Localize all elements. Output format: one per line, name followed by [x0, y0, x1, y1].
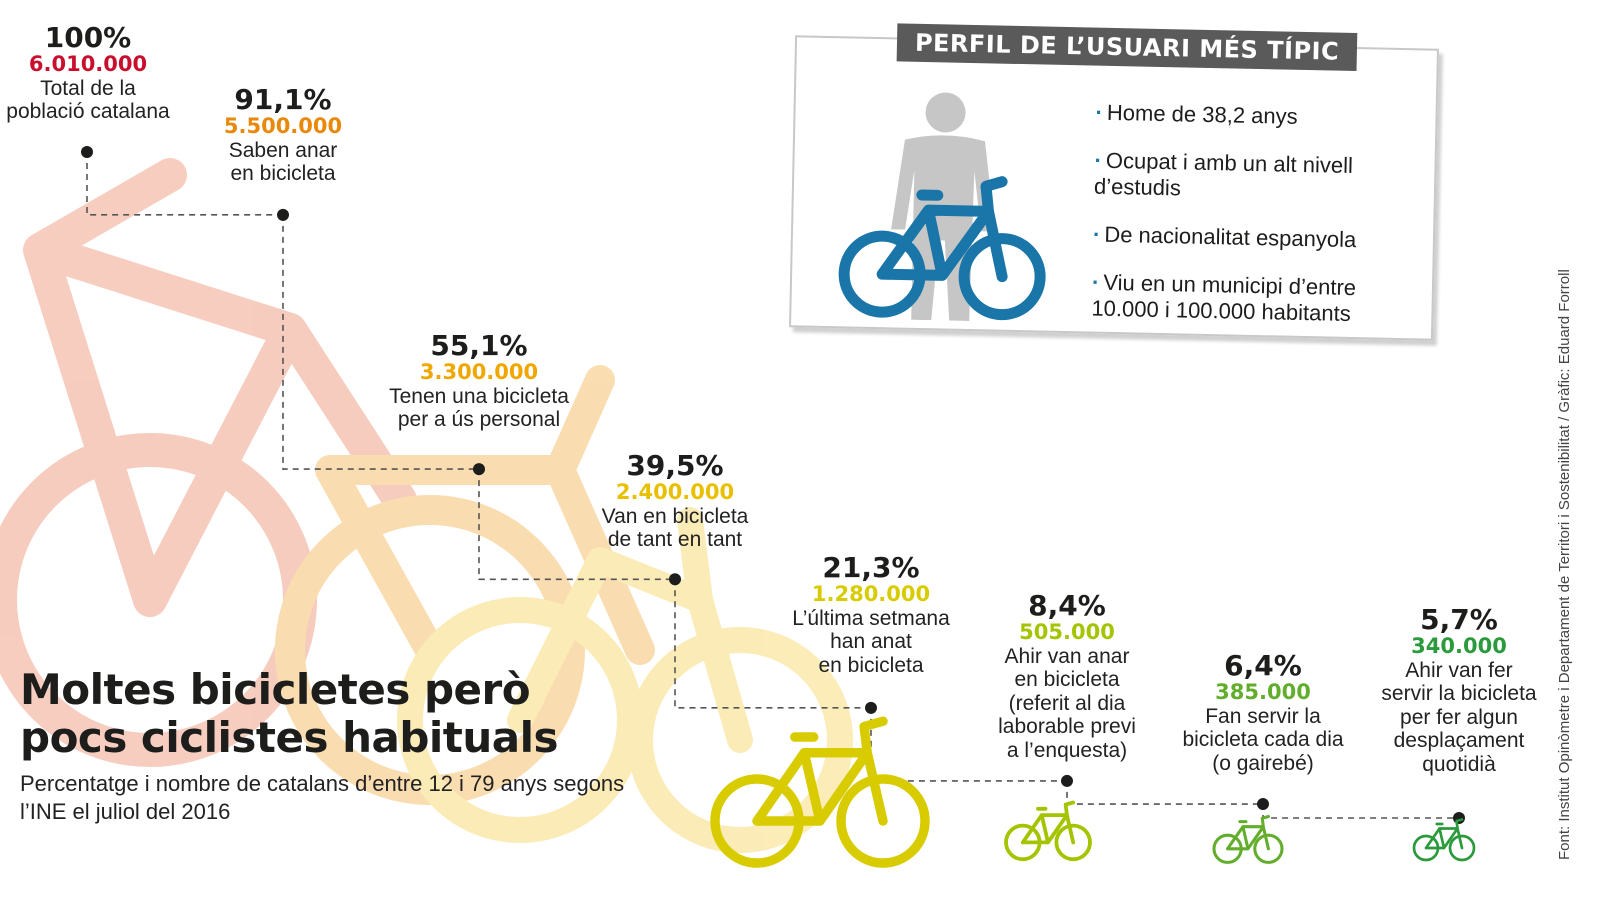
step-description: L’última setmana han anat en bicicleta	[792, 606, 950, 677]
step-percent: 6,4%	[1224, 649, 1302, 682]
connector-line	[870, 707, 1067, 782]
step-label: 5,7% 340.000 Ahir van fer servir la bicicl…	[1349, 604, 1569, 776]
step-count: 385.000	[1215, 680, 1311, 705]
step-dot	[1453, 812, 1465, 824]
step-percent: 8,4%	[1028, 589, 1106, 622]
step-description: Ahir van fer servir la bicicleta per fer…	[1381, 658, 1537, 776]
profile-item: · Home de 38,2 anys	[1095, 100, 1425, 133]
profile-item-text: Viu en un municipi d’entre 10.000 i 100.…	[1091, 269, 1357, 326]
profile-item-text: De nacionalitat espanyola	[1104, 221, 1357, 253]
profile-item: · Ocupat i amb un alt nivell d’estudis	[1094, 148, 1425, 207]
step-description: Fan servir la bicicleta cada dia (o gair…	[1182, 704, 1344, 775]
connector-line	[1262, 804, 1459, 819]
bicycle-icon	[1212, 814, 1284, 864]
step-count: 5.500.000	[223, 114, 343, 139]
step-dot	[865, 701, 877, 714]
profile-box: PERFIL DE L’USUARI MÉS TÍPIC · Home de 38…	[789, 23, 1439, 341]
connector-line	[282, 214, 479, 470]
step-percent: 91,1%	[234, 83, 332, 116]
bullet-icon: ·	[1094, 147, 1103, 173]
step-percent: 55,1%	[430, 329, 528, 362]
connector-line	[1066, 780, 1263, 805]
step-dot	[81, 146, 93, 158]
step-dot	[669, 573, 681, 586]
chart-subtitle: Percentatge i nombre de catalans d’entre…	[20, 771, 625, 824]
profile-item: · De nacionalitat espanyola	[1093, 222, 1423, 255]
step-label: 91,1% 5.500.000 Saben anar en bicicleta	[163, 84, 403, 186]
profile-list: · Home de 38,2 anys · Ocupat i amb un alt …	[1091, 100, 1426, 351]
step-description: Saben anar en bicicleta	[228, 138, 338, 186]
step-label: 8,4% 505.000 Ahir van anar en bicicleta (r…	[957, 590, 1177, 762]
bullet-icon: ·	[1091, 269, 1100, 295]
bullet-icon: ·	[1092, 221, 1101, 247]
bicycle-icon	[1004, 800, 1092, 862]
connector-line	[478, 469, 675, 581]
step-label: 55,1% 3.300.000 Tenen una bicicleta per a …	[349, 330, 609, 432]
step-percent: 100%	[44, 21, 132, 54]
chart-title: Moltes bicicletes però pocs ciclistes ha…	[20, 665, 559, 762]
step-count: 6.010.000	[28, 52, 148, 77]
step-label: 6,4% 385.000 Fan servir la bicicleta cada …	[1143, 650, 1383, 775]
step-description: Tenen una bicicleta per a ús personal	[389, 384, 569, 432]
step-dot	[1257, 798, 1269, 811]
step-count: 3.300.000	[419, 360, 539, 385]
bullet-icon: ·	[1095, 99, 1104, 125]
step-dot	[1061, 774, 1073, 787]
profile-item: · Viu en un municipi d’entre 10.000 i 100…	[1091, 270, 1422, 329]
step-percent: 21,3%	[822, 551, 920, 584]
bicycle-icon	[838, 176, 1046, 321]
step-description: Van en bicicleta de tant en tant	[601, 504, 749, 552]
step-count: 1.280.000	[811, 582, 931, 607]
step-label: 100% 6.010.000 Total de la població catala…	[0, 22, 176, 124]
step-dot	[473, 463, 485, 476]
person-with-bicycle-icon	[838, 92, 1046, 321]
step-description: Ahir van anar en bicicleta (referit al d…	[998, 644, 1136, 762]
step-percent: 5,7%	[1420, 603, 1498, 636]
bicycle-icon	[1412, 818, 1476, 862]
step-dot	[277, 208, 289, 221]
profile-item-text: Ocupat i amb un alt nivell d’estudis	[1093, 147, 1354, 201]
step-label: 21,3% 1.280.000 L’última setmana han anat …	[751, 552, 991, 677]
step-percent: 39,5%	[626, 449, 724, 482]
step-description: Total de la població catalana	[6, 76, 170, 124]
bicycle-icon	[710, 716, 930, 868]
step-count: 2.400.000	[615, 480, 735, 505]
step-bicycles	[710, 716, 1476, 868]
profile-item-text: Home de 38,2 anys	[1106, 99, 1298, 129]
step-count: 340.000	[1411, 634, 1507, 659]
source-credit: Font: Institut Opinòmetre i Departament …	[1556, 269, 1573, 860]
step-label: 39,5% 2.400.000 Van en bicicleta de tant e…	[555, 450, 795, 552]
step-count: 505.000	[1019, 620, 1115, 645]
